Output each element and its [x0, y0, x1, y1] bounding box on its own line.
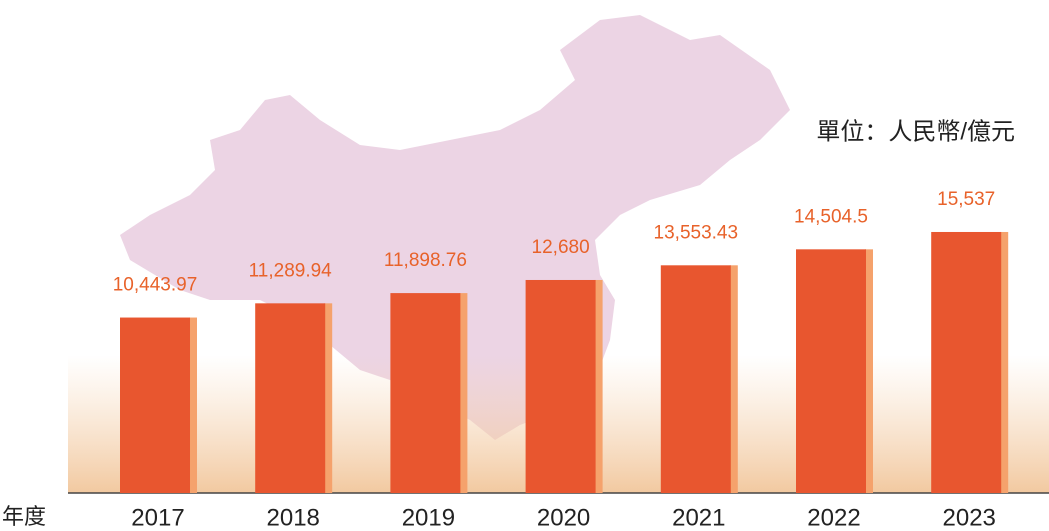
- bar: [255, 303, 326, 493]
- bar: [525, 279, 596, 493]
- value-label: 13,553.43: [654, 222, 739, 243]
- bar-side: [594, 279, 603, 493]
- bar-side: [189, 317, 197, 493]
- value-label: 12,680: [532, 237, 590, 258]
- bar-side: [865, 249, 873, 493]
- bar-side: [729, 265, 738, 493]
- bar-side: [1000, 231, 1009, 493]
- x-tick-label: 2023: [943, 504, 996, 531]
- x-tick-label: 2020: [537, 504, 590, 531]
- bar-side: [459, 293, 468, 493]
- bar: [660, 265, 731, 493]
- value-label: 14,504.5: [794, 206, 868, 227]
- value-label: 11,898.76: [384, 250, 467, 271]
- bar: [931, 231, 1002, 493]
- x-tick-label: 2018: [267, 504, 320, 531]
- bar: [796, 249, 866, 493]
- x-tick-label: 2019: [402, 504, 455, 531]
- value-label: 15,537: [937, 189, 995, 210]
- x-tick-label: 2021: [672, 504, 725, 531]
- x-tick-label: 2022: [807, 504, 860, 531]
- bar: [390, 293, 461, 493]
- bar: [120, 317, 190, 493]
- map-background: [120, 15, 790, 440]
- x-tick-label: 2017: [131, 504, 184, 531]
- x-axis-label: 年度: [2, 504, 46, 529]
- bar-side: [324, 303, 333, 493]
- value-label: 10,443.97: [113, 275, 198, 296]
- unit-label: 單位：人民幣/億元: [816, 118, 1015, 145]
- value-label: 11,289.94: [249, 260, 333, 281]
